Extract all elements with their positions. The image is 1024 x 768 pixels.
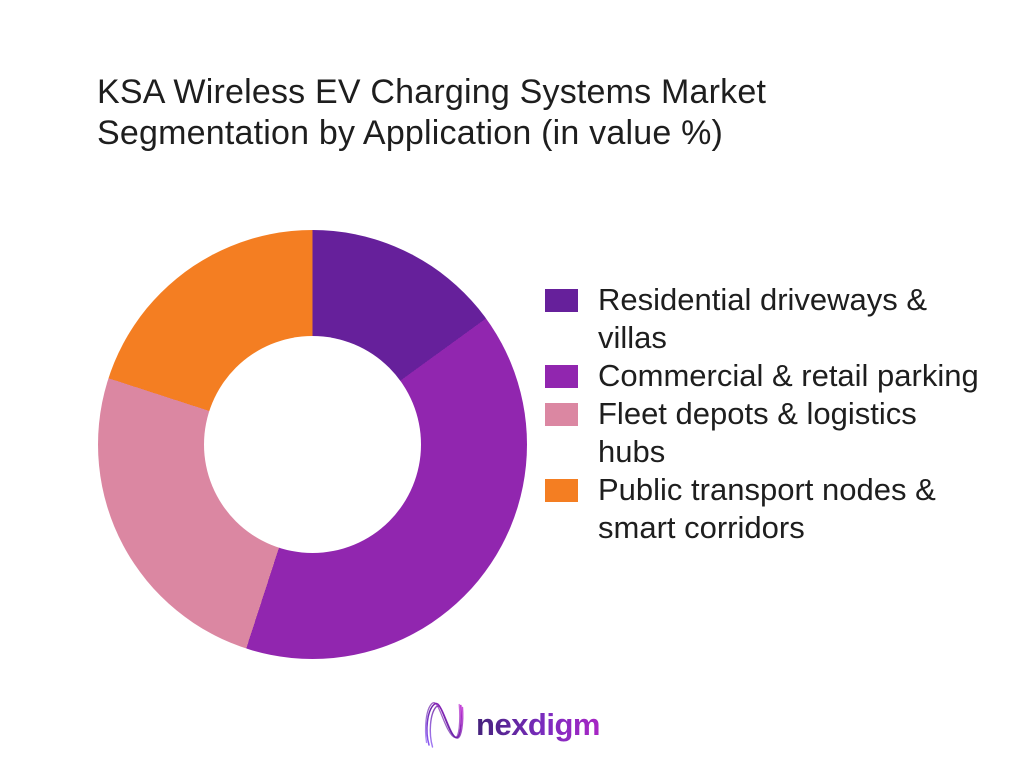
legend-swatch-public-transport: [545, 479, 578, 502]
legend-label: Fleet depots & logistics hubs: [598, 396, 917, 469]
donut-chart: [98, 230, 527, 659]
legend-item-public-transport: Public transport nodes & smart corridors: [545, 471, 986, 547]
chart-title: KSA Wireless EV Charging Systems Market …: [97, 73, 767, 152]
legend-item-fleet: Fleet depots & logistics hubs: [545, 395, 986, 471]
legend-item-commercial: Commercial & retail parking: [545, 357, 986, 395]
donut-hole: [204, 336, 421, 553]
nexdigm-logo-icon: [424, 702, 464, 748]
brand-logo: nexdigm: [424, 698, 600, 752]
legend-label: Commercial & retail parking: [598, 358, 979, 393]
legend-swatch-fleet: [545, 403, 578, 426]
brand-name: nexdigm: [476, 707, 600, 742]
legend-swatch-commercial: [545, 365, 578, 388]
legend-item-residential: Residential driveways & villas: [545, 281, 986, 357]
legend: Residential driveways & villas Commercia…: [545, 281, 986, 547]
legend-label: Public transport nodes & smart corridors: [598, 472, 936, 545]
legend-label: Residential driveways & villas: [598, 282, 928, 355]
legend-swatch-residential: [545, 289, 578, 312]
